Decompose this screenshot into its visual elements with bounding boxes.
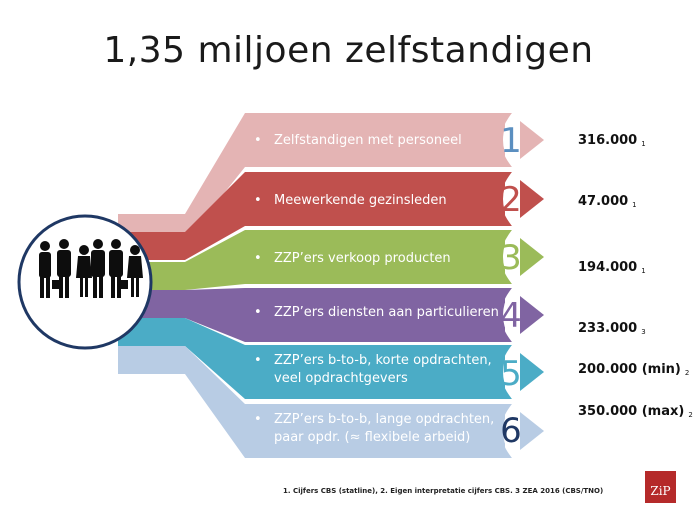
row-number-3: 3 xyxy=(500,238,522,278)
value-reference: 2 xyxy=(688,411,693,419)
row-label-6: • ZZP’ers b-to-b, lange opdrachten, paar … xyxy=(254,411,499,447)
band-connector xyxy=(118,113,245,242)
row-value-5: 200.000 (min) 2 xyxy=(578,362,689,377)
row-number-2: 2 xyxy=(500,180,522,220)
value-text: 350.000 (max) xyxy=(578,404,685,419)
value-reference: 3 xyxy=(641,328,646,336)
row-number-5: 5 xyxy=(500,354,522,394)
band-number-bg xyxy=(503,230,525,284)
bullet: • xyxy=(254,251,262,266)
row-value-3: 194.000 1 xyxy=(578,260,646,275)
row-text: Meewerkende gezinsleden xyxy=(274,193,447,208)
band-number-bg xyxy=(503,288,525,342)
row-value-4: 233.000 3 xyxy=(578,321,646,336)
value-reference: 1 xyxy=(632,201,637,209)
band-connector xyxy=(118,288,245,342)
row-text: ZZP’ers b-to-b, lange opdrachten, paar o… xyxy=(274,412,495,445)
band-cap xyxy=(500,230,512,284)
band-connector xyxy=(118,318,245,399)
band-body xyxy=(245,345,505,399)
band-body xyxy=(245,230,505,284)
row-value-2: 47.000 1 xyxy=(578,194,637,209)
row-label-2: • Meewerkende gezinsleden xyxy=(254,192,499,210)
value-reference: 1 xyxy=(641,267,646,275)
band-number-bg xyxy=(503,172,525,226)
band-connector xyxy=(118,346,245,458)
band-arrow xyxy=(520,412,544,450)
row-text: Zelfstandigen met personeel xyxy=(274,133,462,148)
bullet: • xyxy=(254,412,262,427)
band-connector xyxy=(118,172,245,260)
row-label-1: • Zelfstandigen met personeel xyxy=(254,132,499,150)
band-arrow xyxy=(520,353,544,391)
value-text: 47.000 xyxy=(578,194,629,209)
row-label-5: • ZZP’ers b-to-b, korte opdrachten, veel … xyxy=(254,352,499,388)
value-text: 200.000 (min) xyxy=(578,362,681,377)
value-text: 316.000 xyxy=(578,133,638,148)
row-value-1: 316.000 1 xyxy=(578,133,646,148)
bullet: • xyxy=(254,133,262,148)
band-2 xyxy=(118,172,544,260)
band-body xyxy=(245,172,505,226)
row-label-4: • ZZP’ers diensten aan particulieren xyxy=(254,304,499,322)
row-number-1: 1 xyxy=(500,121,522,161)
band-body xyxy=(245,404,505,458)
band-cap xyxy=(500,345,512,399)
value-reference: 1 xyxy=(641,140,646,148)
row-text: ZZP’ers verkoop producten xyxy=(274,251,451,266)
row-number-6: 6 xyxy=(500,411,522,451)
band-number-bg xyxy=(503,404,525,458)
row-number-4: 4 xyxy=(500,296,522,336)
band-1 xyxy=(118,113,544,242)
row-label-3: • ZZP’ers verkoop producten xyxy=(254,250,499,268)
people-circle xyxy=(17,214,153,350)
business-people-icon xyxy=(39,239,143,298)
bullet: • xyxy=(254,353,262,368)
band-arrow xyxy=(520,180,544,218)
band-body xyxy=(245,288,505,342)
band-number-bg xyxy=(503,345,525,399)
row-value-6: 350.000 (max) 2 xyxy=(578,404,693,419)
footnote: 1. Cijfers CBS (statline), 2. Eigen inte… xyxy=(283,487,604,495)
band-6 xyxy=(118,346,544,458)
band-cap xyxy=(500,113,512,167)
value-reference: 2 xyxy=(684,369,690,377)
band-arrow xyxy=(520,238,544,276)
band-cap xyxy=(500,404,512,458)
value-text: 194.000 xyxy=(578,260,638,275)
page-title: 1,35 miljoen zelfstandigen xyxy=(103,30,594,71)
zip-logo: ZiP xyxy=(645,471,676,503)
band-4 xyxy=(118,288,544,342)
row-text: ZZP’ers b-to-b, korte opdrachten, veel o… xyxy=(274,353,492,386)
band-number-bg xyxy=(503,113,525,167)
band-arrow xyxy=(520,121,544,159)
value-text: 233.000 xyxy=(578,321,638,336)
band-cap xyxy=(500,172,512,226)
band-body xyxy=(245,113,505,167)
flow-bands xyxy=(118,113,544,458)
band-arrow xyxy=(520,296,544,334)
row-text: ZZP’ers diensten aan particulieren xyxy=(274,305,499,320)
band-5 xyxy=(118,318,544,399)
bullet: • xyxy=(254,305,262,320)
band-cap xyxy=(500,288,512,342)
bullet: • xyxy=(254,193,262,208)
